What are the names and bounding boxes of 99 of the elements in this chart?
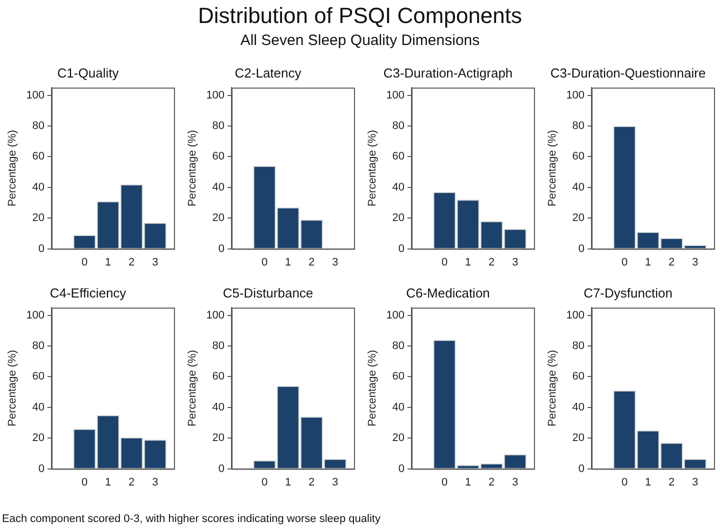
x-tick-label: 3 [512,256,518,268]
x-tick-label: 0 [81,476,88,488]
x-tick-label: 3 [152,476,158,488]
chart-title: C3-Duration-Questionnaire [550,65,706,80]
x-tick-label: 0 [441,256,448,268]
y-tick-label: 0 [218,242,225,255]
x-tick-label: 3 [152,256,158,268]
x-tick-label: 0 [261,476,268,488]
y-tick-label: 80 [392,120,405,132]
y-tick-label: 100 [566,309,585,322]
y-tick-label: 40 [32,401,45,414]
y-tick-label: 20 [212,212,225,224]
y-tick-label: 0 [38,242,45,255]
chart-title: C5-Disturbance [222,285,314,300]
y-tick-label: 20 [212,432,225,444]
y-tick-label: 0 [578,242,585,255]
text: Each component scored 0-3, with higher scores indicating worse sleep quality [2,513,380,525]
x-tick-label: 2 [488,476,495,488]
x-tick-label: 1 [465,256,472,268]
y-axis-title: Percentage (%) [186,350,199,426]
x-tick-label: 0 [441,476,448,488]
y-tick-label: 0 [578,462,585,475]
y-tick-label: 0 [218,462,225,475]
y-tick-label: 20 [572,432,585,444]
x-tick-label: 1 [645,476,652,488]
y-tick-label: 100 [26,309,45,322]
y-tick-label: 60 [32,370,45,383]
x-tick-label: 1 [285,476,292,488]
y-axis-title: Percentage (%) [6,350,19,426]
x-tick-label: 3 [332,476,338,488]
x-tick-label: 1 [465,476,472,488]
y-tick-label: 0 [38,462,45,475]
text: Distribution of PSQI Components [196,2,524,30]
x-tick-label: 2 [128,256,135,268]
x-tick-label: 2 [308,256,315,268]
y-tick-label: 80 [572,120,585,132]
y-tick-label: 60 [392,370,405,383]
x-tick-label: 3 [692,256,698,268]
y-tick-label: 40 [32,181,45,194]
y-tick-label: 80 [572,340,585,352]
y-tick-label: 100 [206,89,225,102]
x-tick-label: 3 [332,256,338,268]
y-tick-label: 40 [392,181,405,194]
y-tick-label: 80 [212,120,225,132]
y-tick-label: 20 [32,432,45,444]
text: All Seven Sleep Quality Dimensions [239,31,481,51]
x-tick-label: 3 [512,476,518,488]
chart-title: C2-Latency [234,65,302,80]
y-axis-title: Percentage (%) [366,350,379,426]
x-tick-label: 3 [692,476,698,488]
y-tick-label: 80 [32,120,45,132]
x-tick-label: 0 [621,476,628,488]
y-tick-label: 0 [398,462,405,475]
y-tick-label: 100 [26,89,45,102]
y-tick-label: 80 [392,340,405,352]
y-tick-label: 20 [572,212,585,224]
y-tick-label: 60 [572,150,585,163]
x-tick-label: 1 [105,256,112,268]
y-tick-label: 60 [212,150,225,163]
y-axis-title: Percentage (%) [366,130,379,206]
chart-title: C3-Duration-Actigraph [383,65,513,80]
x-tick-label: 1 [645,256,652,268]
y-tick-label: 100 [386,89,405,102]
y-tick-label: 60 [212,370,225,383]
y-tick-label: 40 [392,401,405,414]
y-tick-label: 20 [392,212,405,224]
y-tick-label: 20 [32,212,45,224]
y-axis-title: Percentage (%) [186,130,199,206]
y-tick-label: 60 [572,370,585,383]
y-tick-label: 40 [572,401,585,414]
x-tick-label: 0 [81,256,88,268]
y-axis-title: Percentage (%) [6,130,19,206]
x-tick-label: 0 [621,256,628,268]
x-tick-label: 1 [105,476,112,488]
x-tick-label: 1 [285,256,292,268]
y-tick-label: 100 [566,89,585,102]
y-tick-label: 40 [212,181,225,194]
chart-title: C7-Dysfunction [584,285,672,300]
chart-title: C1-Quality [57,65,120,80]
y-tick-label: 100 [206,309,225,322]
x-tick-label: 2 [488,256,495,268]
y-tick-label: 60 [32,150,45,163]
x-tick-label: 2 [668,256,675,268]
y-tick-label: 80 [32,340,45,352]
y-axis-title: Percentage (%) [546,130,559,206]
y-tick-label: 60 [392,150,405,163]
x-tick-label: 0 [261,256,268,268]
y-tick-label: 80 [212,340,225,352]
y-axis-title: Percentage (%) [546,350,559,426]
y-tick-label: 100 [386,309,405,322]
x-tick-label: 2 [308,476,315,488]
x-tick-label: 2 [128,476,135,488]
y-tick-label: 0 [398,242,405,255]
y-tick-label: 40 [572,181,585,194]
y-tick-label: 20 [392,432,405,444]
y-tick-label: 40 [212,401,225,414]
x-tick-label: 2 [668,476,675,488]
chart-title: C6-Medication [406,285,490,300]
chart-title: C4-Efficiency [50,285,127,300]
